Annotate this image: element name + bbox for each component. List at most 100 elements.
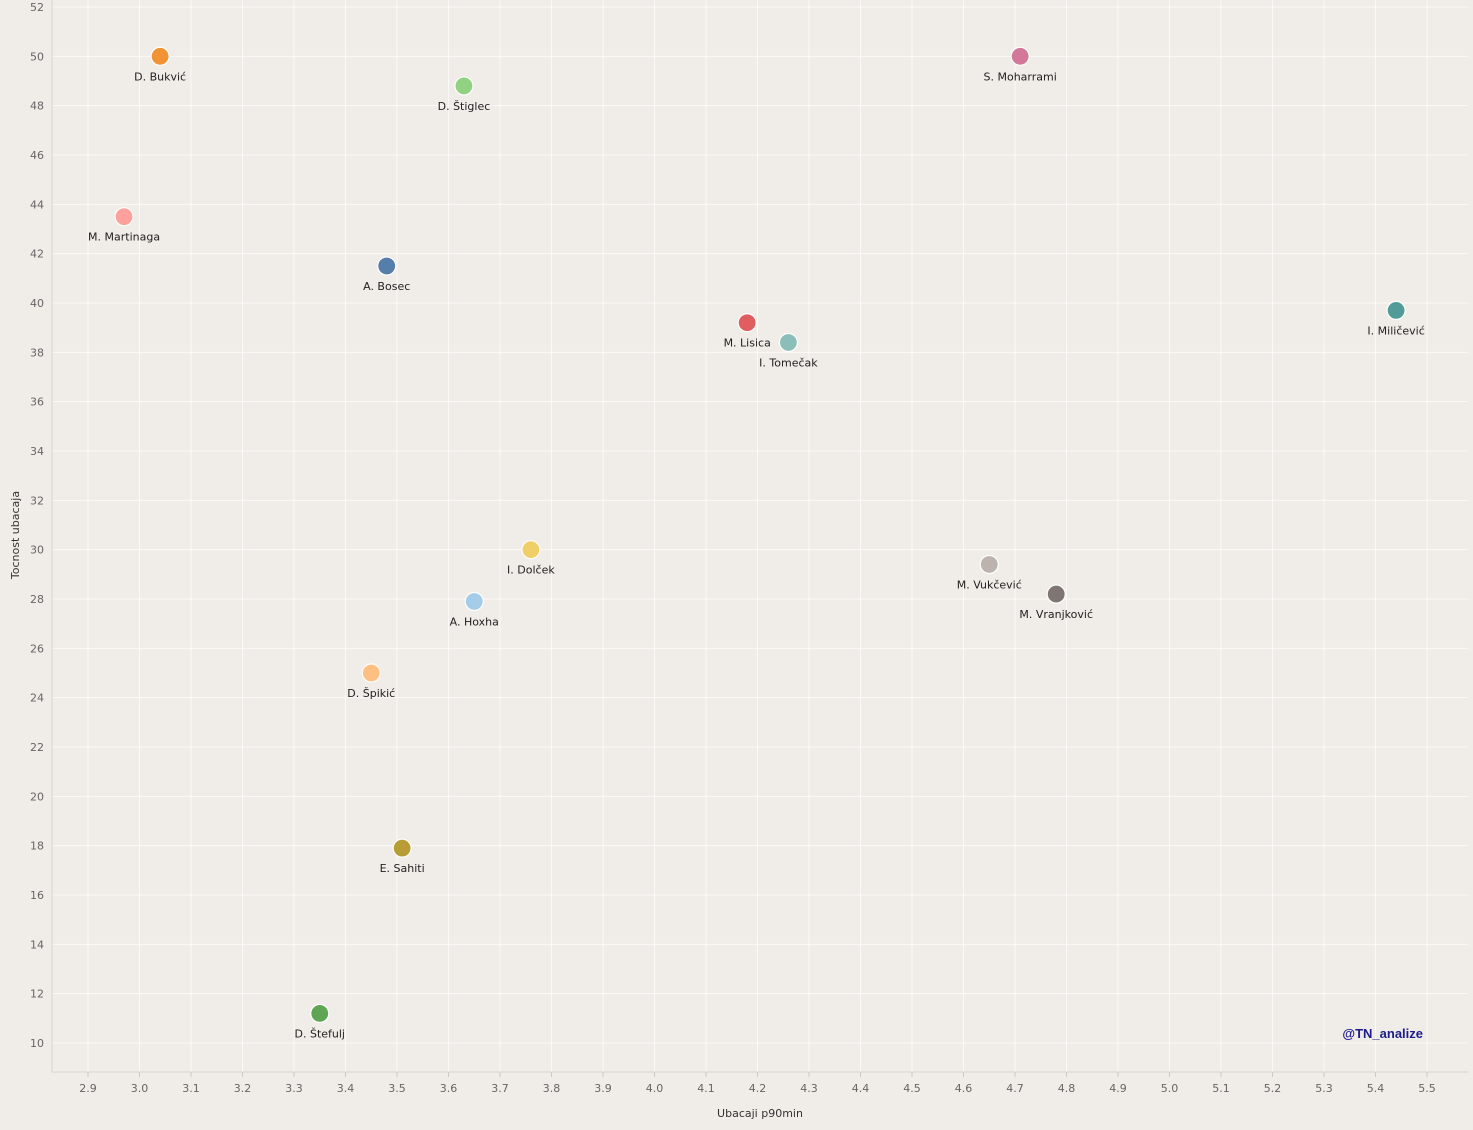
x-tick-label: 5.5 xyxy=(1418,1082,1436,1095)
y-tick-label: 26 xyxy=(30,642,44,655)
point-label: M. Vukčević xyxy=(957,578,1022,591)
x-tick-label: 3.5 xyxy=(388,1082,406,1095)
y-tick-label: 10 xyxy=(30,1037,44,1050)
y-tick-label: 38 xyxy=(30,346,44,359)
y-tick-label: 32 xyxy=(30,494,44,507)
y-tick-label: 46 xyxy=(30,149,44,162)
point-label: D. Bukvić xyxy=(134,70,186,83)
scatter-point-group[interactable]: I. Miličević xyxy=(1367,300,1425,337)
scatter-point[interactable] xyxy=(521,540,541,560)
grid-layer xyxy=(52,0,1468,1072)
x-tick-label: 5.0 xyxy=(1161,1082,1179,1095)
x-tick-label: 2.9 xyxy=(79,1082,97,1095)
y-tick-label: 16 xyxy=(30,889,44,902)
y-tick-label: 20 xyxy=(30,790,44,803)
scatter-point[interactable] xyxy=(1386,300,1406,320)
scatter-point-group[interactable]: I. Tomečak xyxy=(759,332,818,369)
scatter-point-group[interactable]: D. Bukvić xyxy=(134,46,186,83)
y-tick-label: 28 xyxy=(30,593,44,606)
x-tick-label: 4.7 xyxy=(1006,1082,1024,1095)
point-label: A. Bosec xyxy=(363,280,410,293)
x-tick-label: 5.1 xyxy=(1212,1082,1230,1095)
point-label: I. Tomečak xyxy=(759,356,818,369)
x-tick-label: 3.4 xyxy=(337,1082,355,1095)
scatter-point[interactable] xyxy=(1010,46,1030,66)
x-tick-label: 3.8 xyxy=(543,1082,561,1095)
scatter-point-group[interactable]: E. Sahiti xyxy=(380,838,425,875)
y-axis-title: Tocnost ubacaja xyxy=(9,491,22,580)
x-tick-label: 3.3 xyxy=(285,1082,303,1095)
x-tick-label: 4.6 xyxy=(955,1082,973,1095)
scatter-point[interactable] xyxy=(310,1003,330,1024)
x-tick-label: 5.3 xyxy=(1315,1082,1333,1095)
scatter-point-group[interactable]: M. Lisica xyxy=(724,313,771,350)
point-label: M. Vranjković xyxy=(1019,608,1093,621)
scatter-point-group[interactable]: M. Vukčević xyxy=(957,554,1022,591)
y-tick-label: 18 xyxy=(30,840,44,853)
watermark-label: @TN_analize xyxy=(1342,1026,1423,1041)
x-tick-label: 4.2 xyxy=(749,1082,767,1095)
y-tick-label: 34 xyxy=(30,445,44,458)
scatter-point[interactable] xyxy=(1046,584,1066,604)
scatter-point-group[interactable]: A. Hoxha xyxy=(450,591,499,628)
x-tick-label: 3.7 xyxy=(491,1082,509,1095)
x-tick-label: 4.1 xyxy=(697,1082,715,1095)
y-tick-label: 24 xyxy=(30,692,44,705)
scatter-point-group[interactable]: A. Bosec xyxy=(363,256,410,293)
x-tick-label: 3.2 xyxy=(234,1082,252,1095)
x-tick-label: 4.9 xyxy=(1109,1082,1127,1095)
scatter-point[interactable] xyxy=(737,313,757,333)
x-tick-label: 3.6 xyxy=(440,1082,458,1095)
point-label: M. Martinaga xyxy=(88,231,160,244)
x-axis-title: Ubacaji p90min xyxy=(717,1107,803,1120)
x-tick-label: 3.0 xyxy=(131,1082,149,1095)
scatter-point[interactable] xyxy=(454,76,474,96)
x-tick-label: 3.1 xyxy=(182,1082,200,1095)
y-tick-label: 12 xyxy=(30,988,44,1001)
y-tick-label: 44 xyxy=(30,198,44,211)
point-label: S. Moharrami xyxy=(984,70,1057,83)
scatter-point[interactable] xyxy=(464,591,484,612)
scatter-point-group[interactable]: I. Dolček xyxy=(507,540,555,577)
point-label: D. Štefulj xyxy=(295,1027,345,1040)
scatter-point[interactable] xyxy=(979,554,999,575)
x-tick-label: 4.0 xyxy=(646,1082,664,1095)
scatter-point[interactable] xyxy=(377,256,397,276)
point-label: E. Sahiti xyxy=(380,862,425,875)
point-label: D. Štiglec xyxy=(438,100,491,113)
x-tick-label: 5.4 xyxy=(1367,1082,1385,1095)
point-label: D. Špikić xyxy=(347,687,395,700)
scatter-point-group[interactable]: D. Štiglec xyxy=(438,76,491,113)
point-label: A. Hoxha xyxy=(450,615,499,628)
y-tick-label: 36 xyxy=(30,396,44,409)
scatter-point[interactable] xyxy=(361,663,381,683)
y-tick-label: 14 xyxy=(30,938,44,951)
scatter-point[interactable] xyxy=(392,838,412,858)
y-tick-label: 40 xyxy=(30,297,44,310)
x-tick-label: 4.3 xyxy=(800,1082,818,1095)
x-tick-label: 4.5 xyxy=(903,1082,921,1095)
scatter-point-group[interactable]: M. Vranjković xyxy=(1019,584,1093,621)
scatter-point[interactable] xyxy=(114,207,134,227)
y-tick-label: 22 xyxy=(30,741,44,754)
y-tick-label: 48 xyxy=(30,100,44,113)
x-tick-label: 4.4 xyxy=(852,1082,870,1095)
axis-layer: 10 12 14 16 18 20 22 24 26 28 30 32 34 36 38 40 42 44 46 48… xyxy=(30,0,1468,1095)
point-label: I. Dolček xyxy=(507,564,555,577)
scatter-point-group[interactable]: M. Martinaga xyxy=(88,207,160,244)
scatter-point[interactable] xyxy=(778,332,799,353)
y-tick-label: 42 xyxy=(30,248,44,261)
point-label: M. Lisica xyxy=(724,337,771,350)
point-label: I. Miličević xyxy=(1367,324,1424,337)
scatter-point[interactable] xyxy=(150,46,170,66)
scatter-point-group[interactable]: D. Špikić xyxy=(347,663,395,700)
y-tick-label: 52 xyxy=(30,1,44,14)
scatter-point-group[interactable]: S. Moharrami xyxy=(984,46,1057,83)
x-tick-label: 3.9 xyxy=(594,1082,612,1095)
scatter-point-group[interactable]: D. Štefulj xyxy=(295,1003,345,1040)
y-tick-label: 50 xyxy=(30,50,44,63)
y-tick-label: 30 xyxy=(30,544,44,557)
x-tick-label: 5.2 xyxy=(1264,1082,1282,1095)
